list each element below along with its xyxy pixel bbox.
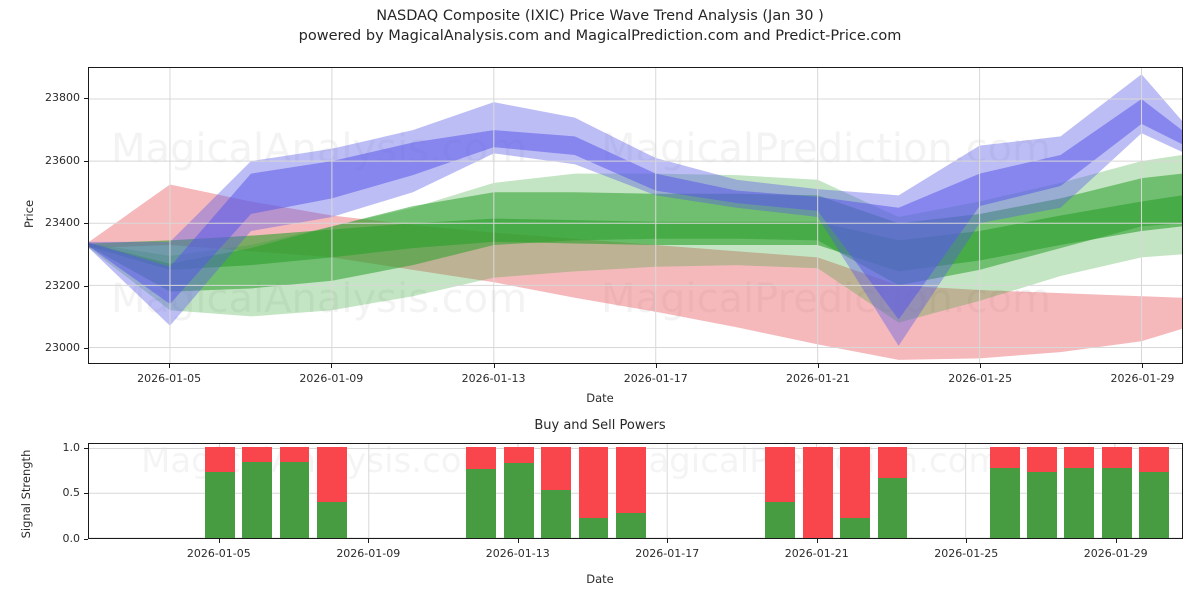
power-bar[interactable] [802, 446, 833, 538]
buy-power-segment [989, 467, 1020, 538]
power-x-tickmark [368, 539, 370, 543]
power-bar[interactable] [242, 446, 273, 538]
price-y-tick-label: 23400 [45, 216, 80, 230]
power-bar-group [89, 444, 1182, 538]
price-y-tick-label: 23000 [45, 341, 80, 355]
title-block: NASDAQ Composite (IXIC) Price Wave Trend… [0, 6, 1200, 46]
power-x-tickmark [966, 539, 968, 543]
price-y-tickmark [84, 348, 88, 350]
price-y-axis-label: Price [22, 199, 36, 229]
page-title: NASDAQ Composite (IXIC) Price Wave Trend… [376, 8, 824, 24]
price-x-axis-label: Date [586, 391, 614, 405]
power-bar[interactable] [1064, 446, 1095, 538]
price-x-tick-label: 2026-01-21 [786, 372, 850, 385]
buy-power-segment [316, 502, 347, 538]
price-x-tick-label: 2026-01-29 [1110, 372, 1175, 385]
power-chart-title: Buy and Sell Powers [534, 418, 666, 433]
price-x-tickmark [493, 364, 495, 368]
power-y-axis-label: Signal Strength [19, 449, 33, 539]
page-subtitle: powered by MagicalAnalysis.com and Magic… [298, 28, 902, 44]
power-bar[interactable] [877, 446, 908, 538]
power-bar[interactable] [615, 446, 646, 538]
power-x-tickmark [517, 539, 519, 543]
buy-power-segment [615, 513, 646, 538]
power-bar[interactable] [1027, 446, 1057, 538]
buy-power-segment [1139, 472, 1170, 538]
power-bar[interactable] [541, 446, 572, 538]
price-y-tickmark [84, 98, 88, 100]
price-x-tickmark [818, 364, 819, 368]
power-x-axis-label: Date [586, 572, 614, 586]
price-y-tickmark [84, 160, 88, 162]
price-wave-bands [89, 74, 1182, 360]
price-x-tick-label: 2026-01-13 [461, 372, 526, 385]
power-bar[interactable] [316, 446, 347, 538]
power-bar[interactable] [279, 446, 310, 538]
buy-power-segment [1027, 472, 1057, 538]
power-x-tick-label: 2026-01-21 [784, 547, 849, 560]
buy-power-segment [466, 468, 497, 538]
buy-power-segment [578, 517, 609, 538]
power-x-tick-label: 2026-01-13 [485, 547, 550, 560]
power-bar[interactable] [1101, 446, 1132, 538]
price-y-tickmark [84, 223, 88, 225]
price-y-tick-label: 23800 [45, 91, 80, 105]
price-x-tickmark [655, 364, 657, 368]
power-y-tickmark [84, 539, 88, 540]
buy-power-segment [541, 489, 572, 538]
buy-power-segment [1064, 467, 1095, 538]
price-y-tick-label: 23200 [45, 278, 80, 292]
power-x-tickmark [816, 539, 818, 543]
buy-power-segment [765, 502, 796, 538]
buy-power-segment [877, 477, 908, 538]
price-x-tickmark [1142, 364, 1144, 368]
power-y-tick-label: 0.0 [62, 532, 81, 545]
power-bar[interactable] [503, 446, 534, 538]
price-x-tick-label: 2026-01-05 [137, 372, 202, 385]
buy-power-segment [204, 472, 235, 538]
power-bar[interactable] [840, 446, 871, 538]
power-x-tick-label: 2026-01-25 [934, 547, 999, 560]
price-x-tickmark [331, 364, 333, 368]
buy-sell-powers-plot-area: MagicalAnalysis.com MagicalPrediction.co… [88, 443, 1183, 539]
price-x-tick-label: 2026-01-17 [623, 372, 688, 385]
price-y-tickmark [84, 285, 88, 287]
price-x-tick-label: 2026-01-09 [299, 372, 364, 385]
power-x-tickmark [1115, 539, 1117, 543]
power-x-tick-label: 2026-01-05 [186, 547, 251, 560]
power-y-tick-label: 0.5 [62, 486, 81, 500]
buy-power-segment [840, 517, 871, 538]
price-x-tickmark [169, 364, 171, 368]
power-x-tickmark [667, 539, 669, 543]
price-x-tick-label: 2026-01-25 [948, 372, 1013, 385]
power-bar[interactable] [578, 446, 609, 538]
buy-power-segment [503, 463, 534, 538]
price-wave-plot-area: MagicalAnalysis.com MagicalPrediction.co… [88, 67, 1183, 364]
power-y-tickmark [84, 493, 88, 495]
buy-power-segment [1101, 467, 1132, 538]
power-y-tick-label: 1.0 [62, 440, 81, 454]
power-bar[interactable] [1139, 446, 1170, 538]
power-x-tick-label: 2026-01-09 [336, 547, 401, 560]
power-y-tickmark [84, 447, 88, 449]
price-y-tick-label: 23600 [45, 153, 80, 167]
power-x-tick-label: 2026-01-29 [1083, 547, 1148, 560]
price-x-tickmark [980, 364, 982, 368]
power-bar[interactable] [204, 446, 235, 538]
power-x-tickmark [218, 539, 220, 543]
power-bar[interactable] [765, 446, 796, 538]
power-bar[interactable] [989, 446, 1020, 538]
buy-power-segment [279, 462, 310, 538]
power-bar[interactable] [466, 446, 497, 538]
buy-power-segment [242, 462, 273, 538]
price-band-blue-inner-upper [89, 99, 1182, 320]
sell-power-segment [802, 446, 833, 538]
power-x-tick-label: 2026-01-17 [635, 547, 700, 560]
